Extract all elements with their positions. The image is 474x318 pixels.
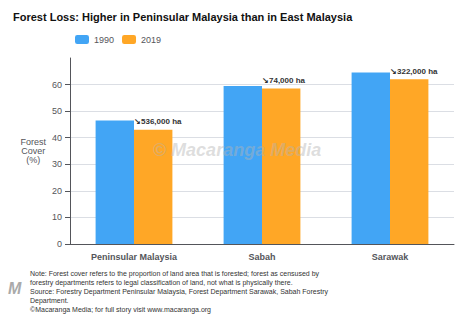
- svg-text:↘536,000 ha: ↘536,000 ha: [134, 117, 182, 126]
- svg-text:Sarawak: Sarawak: [372, 252, 410, 262]
- svg-text:Forest: Forest: [20, 137, 47, 147]
- svg-text:Note: Forest cover refers to t: Note: Forest cover refers to the proport…: [30, 270, 320, 278]
- svg-text:Sabah: Sabah: [248, 252, 275, 262]
- svg-text:1990: 1990: [94, 35, 114, 45]
- svg-text:↘322,000 ha: ↘322,000 ha: [390, 67, 438, 76]
- svg-text:© Macaranga Media: © Macaranga Media: [153, 140, 321, 160]
- svg-text:↘74,000 ha: ↘74,000 ha: [262, 76, 306, 85]
- svg-text:©Macaranga Media; for full sto: ©Macaranga Media; for full story visit w…: [30, 306, 211, 314]
- svg-text:Peninsular Malaysia: Peninsular Malaysia: [91, 252, 178, 262]
- svg-text:Source: Forestry Department Pe: Source: Forestry Department Peninsular M…: [30, 288, 329, 296]
- svg-text:(%): (%): [26, 155, 40, 165]
- svg-text:60: 60: [52, 80, 62, 90]
- svg-text:40: 40: [52, 133, 62, 143]
- svg-text:Forest Loss: Higher in Peninsu: Forest Loss: Higher in Peninsular Malays…: [13, 11, 353, 23]
- svg-text:10: 10: [52, 212, 62, 222]
- svg-text:2019: 2019: [141, 35, 161, 45]
- svg-text:20: 20: [52, 186, 62, 196]
- svg-text:Cover: Cover: [21, 146, 46, 156]
- svg-text:M: M: [8, 280, 22, 297]
- svg-text:Department.: Department.: [30, 297, 69, 305]
- svg-text:30: 30: [52, 159, 62, 169]
- svg-text:50: 50: [52, 106, 62, 116]
- svg-text:0: 0: [57, 239, 62, 249]
- svg-text:forestry departments refers to: forestry departments refers to legal cla…: [30, 279, 293, 287]
